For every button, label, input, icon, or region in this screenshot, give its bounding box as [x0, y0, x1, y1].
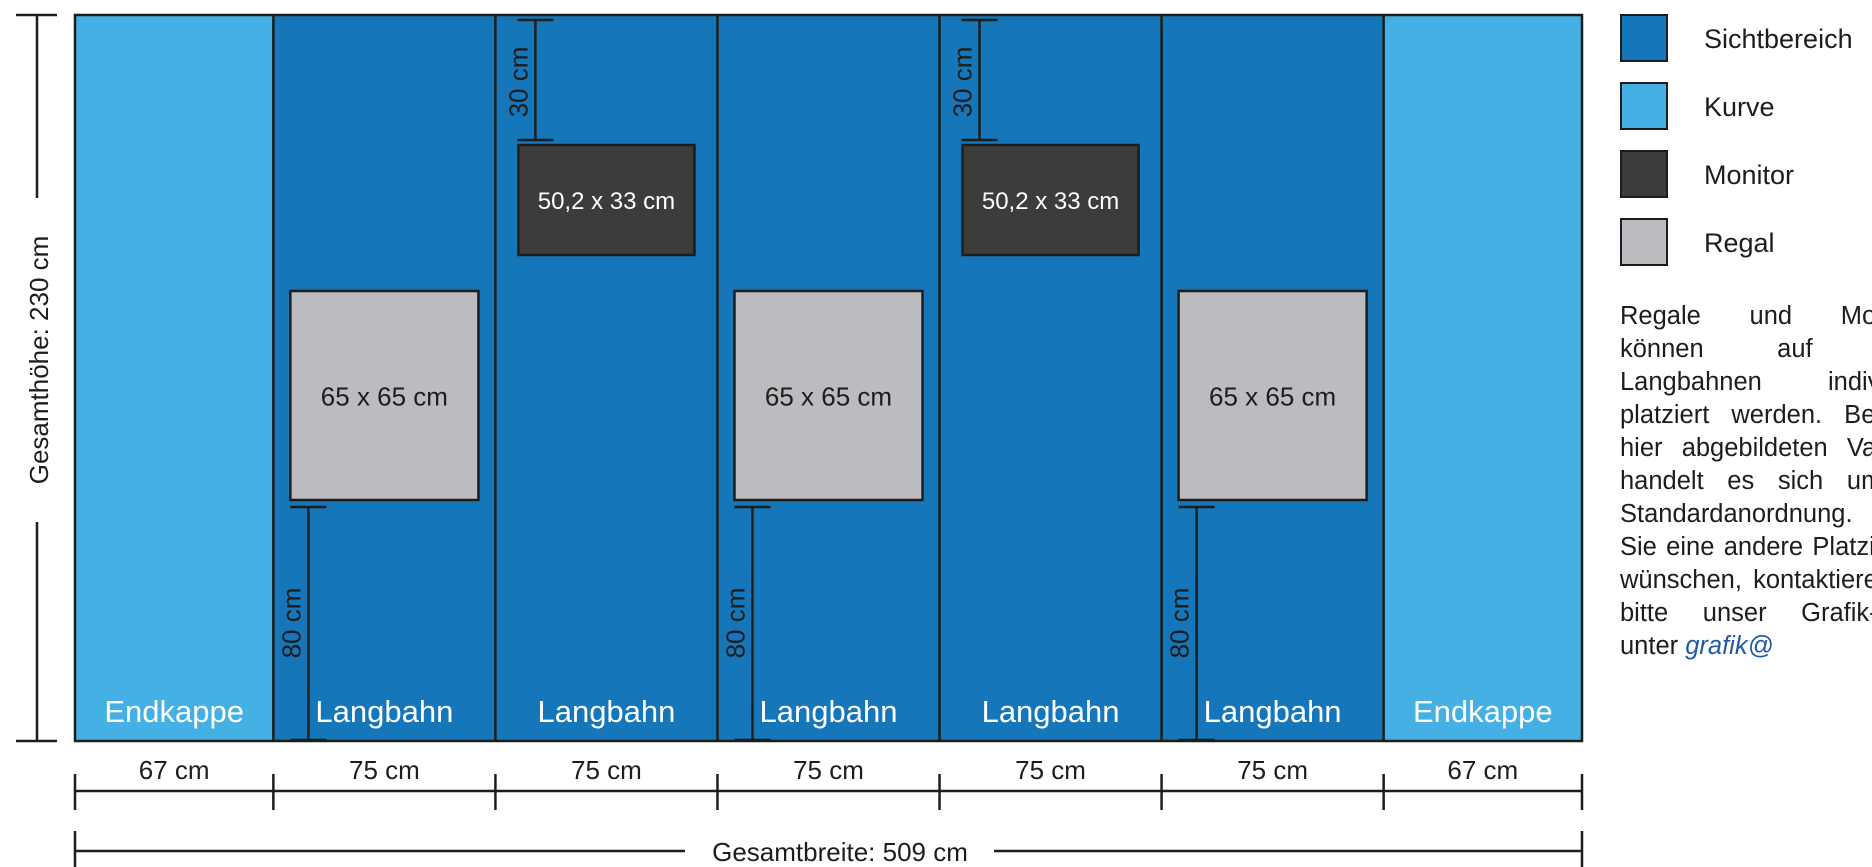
legend-item-regal: Regal [1620, 218, 1872, 286]
shelf-box [733, 289, 924, 502]
legend-label: Kurve [1704, 92, 1775, 122]
sichtbereich-swatch [1620, 14, 1668, 62]
monitor-size-label: 50,2 x 33 cm [538, 188, 675, 215]
placement-note: Regale und Monitore können auf allen Lan… [1620, 300, 1872, 663]
panel-width-label: 75 cm [349, 755, 420, 785]
panel-label: Langbahn [1204, 694, 1342, 729]
endkappe-panel [1383, 15, 1582, 741]
monitor-size-label: 50,2 x 33 cm [982, 188, 1119, 215]
legend-label: Monitor [1704, 160, 1795, 190]
legend-item-kurve: Kurve [1620, 82, 1872, 150]
monitor-offset-label: 30 cm [948, 47, 978, 118]
monitor-offset-label: 30 cm [503, 47, 533, 118]
panel-width-label: 75 cm [571, 755, 642, 785]
endkappe-panel [75, 15, 274, 741]
shelf-box [289, 289, 480, 502]
panel-label: Endkappe [1413, 694, 1553, 729]
total-width-label: Gesamtbreite: 509 cm [712, 837, 968, 867]
note-text: Regale und Monitore können auf allen Lan… [1620, 302, 1872, 660]
panel-label: Langbahn [982, 694, 1120, 729]
contact-email-link[interactable]: grafik@ [1685, 632, 1774, 660]
panel-label: Langbahn [537, 694, 675, 729]
shelf-height-label: 80 cm [276, 588, 306, 659]
wall-layout-diagram: Endkappe Langbahn Langbahn Langbahn Langbahn… [16, 13, 1584, 867]
langbahn-panel [495, 15, 718, 741]
total-width-dimension: Gesamtbreite: 509 cm [73, 831, 1584, 867]
panel-width-label: 75 cm [1015, 755, 1086, 785]
regal-swatch [1620, 218, 1668, 266]
wall-outline [73, 13, 1584, 743]
monitor-swatch [1620, 150, 1668, 198]
legend-label: Regal [1704, 228, 1775, 258]
placed-items: 65 x 65 cm 80 cm 65 x 65 cm 80 cm 65 x 65 cm… [276, 18, 1368, 742]
legend-label: Sichtbereich [1704, 24, 1853, 54]
shelf-height-label: 80 cm [1165, 588, 1195, 659]
shelf-size-label: 65 x 65 cm [1209, 382, 1336, 412]
shelf-box [1177, 289, 1368, 502]
panel-label: Langbahn [760, 694, 898, 729]
monitor-box [961, 143, 1140, 257]
langbahn-panel [939, 15, 1162, 741]
panel-dividers [272, 15, 1385, 741]
total-height-label: Gesamthöhe: 230 cm [24, 236, 54, 485]
legend-item-sichtbereich: Sichtbereich [1620, 14, 1872, 82]
shelf-size-label: 65 x 65 cm [321, 382, 448, 412]
panel-width-label: 67 cm [139, 755, 210, 785]
legend-item-monitor: Monitor [1620, 150, 1872, 218]
legend: Sichtbereich Kurve Monitor Regal [1620, 14, 1872, 286]
dimension-lines: 67 cm 75 cm 75 cm 75 cm 75 cm 75 cm 67 cm [73, 755, 1584, 810]
panel-width-label: 75 cm [793, 755, 864, 785]
kurve-swatch [1620, 82, 1668, 130]
panel-width-label: 67 cm [1447, 755, 1518, 785]
shelf-height-label: 80 cm [720, 588, 750, 659]
panel-label: Langbahn [315, 694, 453, 729]
total-height-dimension: Gesamthöhe: 230 cm [16, 13, 57, 743]
panel-label: Endkappe [104, 694, 244, 729]
panel-width-label: 75 cm [1237, 755, 1308, 785]
monitor-box [517, 143, 696, 257]
shelf-size-label: 65 x 65 cm [765, 382, 892, 412]
